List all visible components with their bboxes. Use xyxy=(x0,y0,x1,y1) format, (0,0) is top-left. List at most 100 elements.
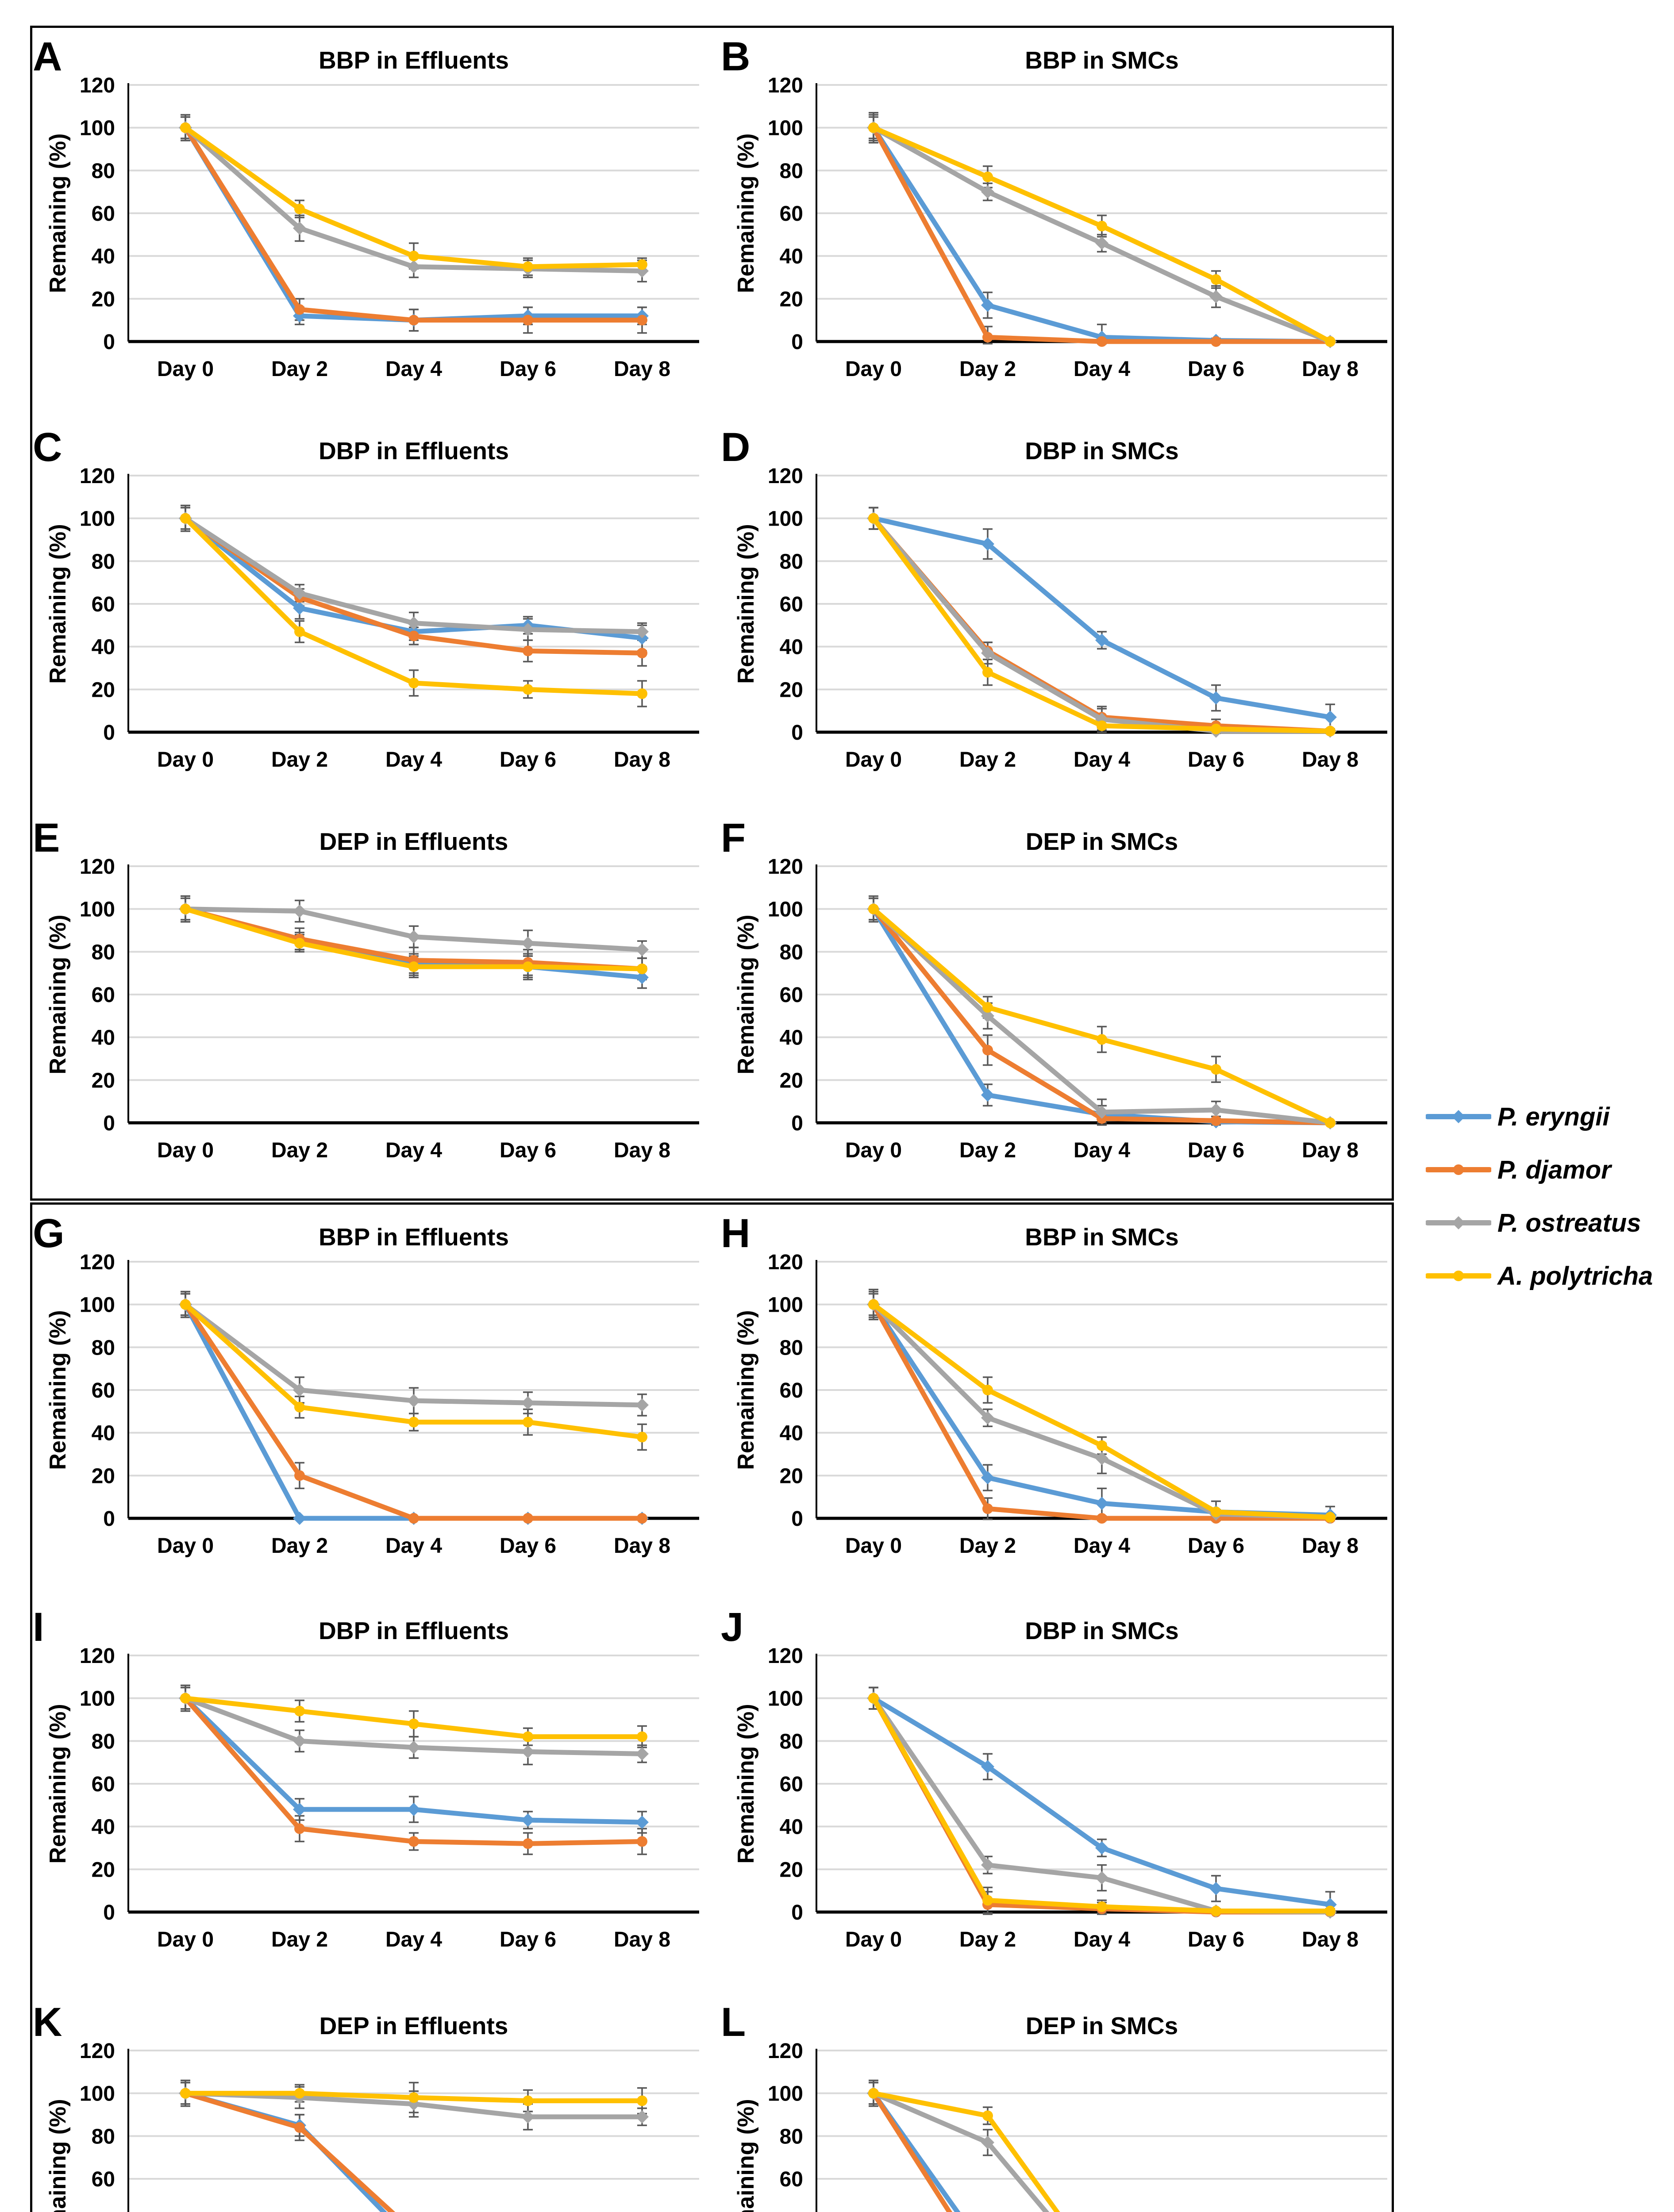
svg-text:0: 0 xyxy=(791,1507,803,1531)
svg-text:Day 6: Day 6 xyxy=(1188,357,1244,381)
svg-text:60: 60 xyxy=(780,983,803,1007)
svg-text:80: 80 xyxy=(92,550,115,573)
svg-text:Remaining (%): Remaining (%) xyxy=(45,1704,71,1863)
svg-text:100: 100 xyxy=(768,1687,803,1711)
panel-letter: G xyxy=(33,1211,65,1256)
svg-text:Day 2: Day 2 xyxy=(959,748,1016,772)
svg-text:100: 100 xyxy=(768,2082,803,2106)
svg-text:20: 20 xyxy=(780,288,803,311)
svg-text:0: 0 xyxy=(791,330,803,354)
legend-label: P. eryngii xyxy=(1497,1102,1610,1131)
chart-panel-f: F DEP in SMCs 0 20 40 60 80 100 120 Day 0 Day 2 D… xyxy=(719,813,1392,1202)
svg-text:60: 60 xyxy=(780,593,803,616)
svg-text:Day 8: Day 8 xyxy=(614,1139,670,1162)
svg-text:Day 2: Day 2 xyxy=(959,1534,1016,1558)
svg-text:Day 4: Day 4 xyxy=(1074,1534,1130,1558)
svg-text:Day 2: Day 2 xyxy=(271,1139,328,1162)
svg-text:20: 20 xyxy=(92,288,115,311)
svg-text:Day 0: Day 0 xyxy=(845,748,902,772)
svg-text:60: 60 xyxy=(92,2168,115,2191)
svg-text:20: 20 xyxy=(780,1858,803,1882)
svg-text:Day 8: Day 8 xyxy=(1302,748,1358,772)
chart-panel-g: G BBP in Effluents 0 20 40 60 80 100 120 Day 0 D… xyxy=(31,1209,704,1598)
svg-text:Day 2: Day 2 xyxy=(271,748,328,772)
svg-text:60: 60 xyxy=(780,2168,803,2191)
svg-text:120: 120 xyxy=(80,2039,115,2063)
svg-text:20: 20 xyxy=(92,678,115,702)
svg-text:40: 40 xyxy=(92,636,115,659)
svg-text:120: 120 xyxy=(768,465,803,488)
svg-text:Day 6: Day 6 xyxy=(500,1928,556,1951)
chart-title: BBP in SMCs xyxy=(1025,46,1179,74)
svg-text:40: 40 xyxy=(780,636,803,659)
svg-text:100: 100 xyxy=(768,1294,803,1317)
svg-text:100: 100 xyxy=(80,2082,115,2106)
svg-text:120: 120 xyxy=(768,1644,803,1668)
svg-text:Day 8: Day 8 xyxy=(614,748,670,772)
svg-text:Day 4: Day 4 xyxy=(385,1139,442,1162)
svg-text:Remaining (%): Remaining (%) xyxy=(45,524,71,684)
svg-text:Remaining (%): Remaining (%) xyxy=(733,133,759,293)
svg-text:0: 0 xyxy=(103,1112,115,1135)
svg-text:Day 4: Day 4 xyxy=(385,357,442,381)
chart-title: BBP in SMCs xyxy=(1025,1223,1179,1251)
legend-item-ostreatus: P. ostreatus xyxy=(1426,1209,1674,1237)
svg-text:Day 4: Day 4 xyxy=(385,748,442,772)
svg-text:Day 0: Day 0 xyxy=(845,1534,902,1558)
legend-line-swatch xyxy=(1426,1271,1491,1281)
svg-text:80: 80 xyxy=(92,1730,115,1753)
svg-text:Day 4: Day 4 xyxy=(1074,357,1130,381)
svg-text:80: 80 xyxy=(92,159,115,183)
svg-text:0: 0 xyxy=(103,330,115,354)
chart-title: DEP in Effluents xyxy=(319,2012,508,2039)
svg-text:Day 8: Day 8 xyxy=(614,1928,670,1951)
svg-text:60: 60 xyxy=(780,202,803,226)
svg-text:80: 80 xyxy=(780,1730,803,1753)
panel-letter: C xyxy=(33,425,62,470)
svg-text:Day 6: Day 6 xyxy=(1188,1928,1244,1951)
panel-group-box-top xyxy=(30,26,1394,1201)
svg-text:20: 20 xyxy=(92,1069,115,1092)
svg-text:0: 0 xyxy=(791,1112,803,1135)
chart-title: DBP in Effluents xyxy=(319,437,509,465)
panel-letter: K xyxy=(33,2000,62,2045)
chart-panel-c: C DBP in Effluents 0 20 40 60 80 100 120 Day 0 D… xyxy=(31,422,704,812)
svg-text:Day 6: Day 6 xyxy=(1188,1534,1244,1558)
svg-text:20: 20 xyxy=(780,678,803,702)
svg-text:0: 0 xyxy=(103,721,115,745)
svg-text:Day 6: Day 6 xyxy=(1188,1139,1244,1162)
chart-title: DBP in Effluents xyxy=(319,1617,509,1644)
svg-text:Remaining (%): Remaining (%) xyxy=(733,2099,759,2212)
svg-text:120: 120 xyxy=(768,855,803,879)
svg-text:100: 100 xyxy=(768,117,803,140)
svg-text:40: 40 xyxy=(780,1026,803,1050)
svg-text:Day 6: Day 6 xyxy=(500,357,556,381)
legend-item-djamor: P. djamor xyxy=(1426,1156,1674,1184)
legend-line-swatch xyxy=(1426,1110,1491,1123)
panel-letter: E xyxy=(33,815,60,860)
svg-text:Day 0: Day 0 xyxy=(157,748,214,772)
svg-text:40: 40 xyxy=(92,1422,115,1445)
svg-text:80: 80 xyxy=(780,941,803,964)
svg-text:80: 80 xyxy=(92,1336,115,1359)
svg-text:40: 40 xyxy=(780,245,803,269)
svg-text:120: 120 xyxy=(80,465,115,488)
panel-letter: H xyxy=(721,1211,750,1256)
svg-text:Day 2: Day 2 xyxy=(959,1139,1016,1162)
svg-text:Remaining (%): Remaining (%) xyxy=(733,1310,759,1470)
svg-text:Day 4: Day 4 xyxy=(1074,1928,1130,1951)
svg-text:120: 120 xyxy=(768,74,803,97)
chart-title: DBP in SMCs xyxy=(1025,437,1179,465)
